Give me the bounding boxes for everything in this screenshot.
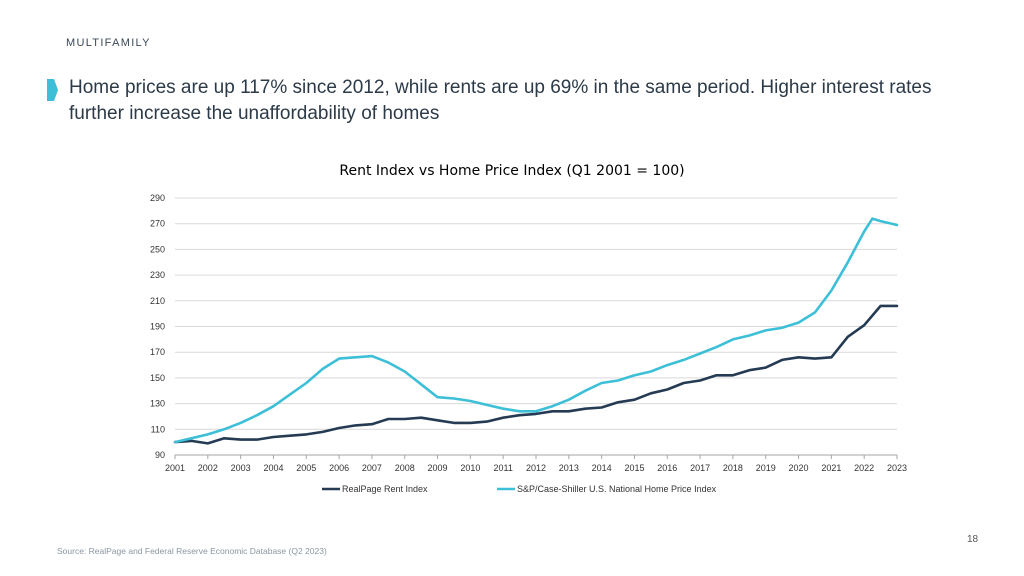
x-tick-label: 2004 xyxy=(263,463,283,473)
x-tick-label: 2005 xyxy=(296,463,316,473)
x-tick-label: 2003 xyxy=(231,463,251,473)
x-tick-label: 2008 xyxy=(395,463,415,473)
y-tick-label: 130 xyxy=(150,399,165,409)
x-tick-label: 2009 xyxy=(428,463,448,473)
x-tick-label: 2001 xyxy=(165,463,185,473)
x-tick-label: 2010 xyxy=(460,463,480,473)
x-tick-label: 2022 xyxy=(854,463,874,473)
x-tick-label: 2012 xyxy=(526,463,546,473)
source-note: Source: RealPage and Federal Reserve Eco… xyxy=(57,546,327,556)
y-tick-label: 230 xyxy=(150,270,165,280)
y-tick-label: 270 xyxy=(150,219,165,229)
x-tick-label: 2021 xyxy=(821,463,841,473)
y-tick-label: 210 xyxy=(150,296,165,306)
x-tick-label: 2007 xyxy=(362,463,382,473)
headline-marker-icon xyxy=(47,79,58,101)
x-tick-label: 2002 xyxy=(198,463,218,473)
y-tick-label: 190 xyxy=(150,322,165,332)
x-tick-label: 2016 xyxy=(657,463,677,473)
y-tick-label: 290 xyxy=(150,193,165,203)
x-tick-label: 2019 xyxy=(756,463,776,473)
legend-label: S&P/Case-Shiller U.S. National Home Pric… xyxy=(517,484,717,494)
y-tick-label: 150 xyxy=(150,373,165,383)
chart-title: Rent Index vs Home Price Index (Q1 2001 … xyxy=(339,163,685,179)
legend-label: RealPage Rent Index xyxy=(342,484,428,494)
y-tick-label: 110 xyxy=(151,424,165,434)
x-tick-label: 2013 xyxy=(559,463,579,473)
x-tick-label: 2018 xyxy=(723,463,743,473)
x-tick-label: 2015 xyxy=(624,463,644,473)
y-tick-label: 90 xyxy=(155,450,165,460)
x-tick-label: 2006 xyxy=(329,463,349,473)
x-tick-label: 2020 xyxy=(789,463,809,473)
y-tick-label: 250 xyxy=(150,244,165,254)
x-tick-label: 2011 xyxy=(494,463,513,473)
series-line-rent-index xyxy=(173,304,899,445)
y-tick-label: 170 xyxy=(150,347,165,357)
headline: Home prices are up 117% since 2012, whil… xyxy=(69,77,932,124)
page-number: 18 xyxy=(967,534,979,545)
section-label: MULTIFAMILY xyxy=(66,37,151,49)
series-line-home-price-index xyxy=(173,217,899,444)
x-tick-label: 2014 xyxy=(592,463,612,473)
x-tick-label: 2017 xyxy=(690,463,710,473)
x-tick-label: 2023 xyxy=(887,463,907,473)
